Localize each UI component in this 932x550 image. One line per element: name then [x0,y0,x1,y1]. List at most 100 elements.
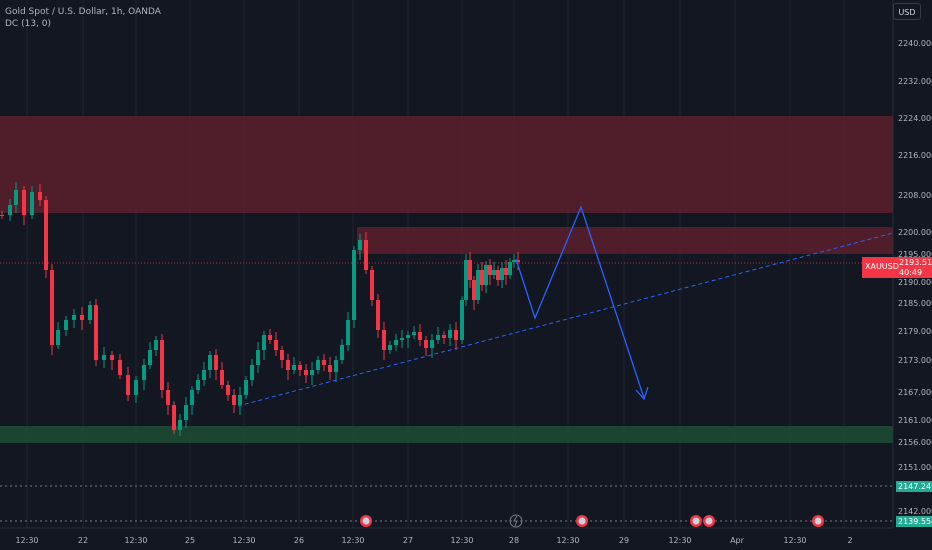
candle-body [406,335,410,338]
projection-path[interactable] [515,205,645,399]
time-label: 2 [847,536,852,545]
candle-body [388,345,392,350]
time-label: 29 [619,536,629,545]
candle-body [0,215,4,216]
price-tag-value: 2193.510 [899,258,932,267]
candle-body [512,260,516,262]
time-label: 12:30 [668,536,691,545]
candle-body [472,280,476,300]
candle-body [488,265,492,275]
candle-body [102,355,106,360]
candle-body [64,320,68,330]
time-label: 22 [78,536,88,545]
candle-body [226,385,230,395]
projection-arrowhead [635,386,649,401]
event-flag-icon[interactable] [703,515,715,527]
candle-body [72,315,76,320]
demand-zone[interactable] [0,426,893,443]
candle-body [110,355,114,360]
current-price-tag: XAUUSD 2193.510 40:49 [862,257,932,278]
price-axis[interactable]: 2240.000 2232.000 2224.000 2216.000 2208… [898,39,932,516]
price-label-upper: 2147.247 [896,481,932,492]
price-tick: 2200.000 [898,228,932,237]
candle-body [262,335,266,350]
candle-body [382,330,386,350]
candle-body [142,365,146,380]
price-tick: 2156.000 [898,438,932,447]
candle-body [436,335,440,340]
supply-zone-lower[interactable] [357,227,893,254]
symbol-title[interactable]: Gold Spot / U.S. Dollar, 1h, OANDA [5,7,161,17]
candle-body [88,305,92,320]
time-label: 26 [294,536,304,545]
candle-body [418,332,422,340]
time-label: 12:30 [450,536,473,545]
price-label-lower: 2139.554 [896,516,932,527]
event-flag-icon[interactable] [690,515,702,527]
candle-body [56,330,60,345]
candle-body [400,338,404,340]
price-tick: 2216.000 [898,151,932,160]
candle-body [370,270,374,300]
currency-button[interactable]: USD [893,3,921,20]
candle-body [274,340,278,350]
candle-body [496,270,500,280]
candle-body [394,340,398,345]
price-tick: 2240.000 [898,39,932,48]
candle-body [430,340,434,348]
indicator-label[interactable]: DC (13, 0) [5,19,51,29]
candle-body [256,350,260,365]
candle-body [504,268,508,275]
event-flag-icon[interactable] [360,515,372,527]
price-tick: 2185.000 [898,299,932,308]
chart-legend[interactable]: Gold Spot / U.S. Dollar, 1h, OANDA DC (1… [5,6,161,30]
candle-body [166,390,170,405]
price-tick: 2167.000 [898,388,932,397]
candle-body [346,320,350,345]
candle-body [268,335,272,340]
candle-body [322,360,326,365]
candle-body [244,380,248,395]
candle-body [126,375,130,395]
candle-body [94,305,98,360]
time-label: 12:30 [783,536,806,545]
candle-body [44,200,48,270]
price-tag-countdown: 40:49 [899,268,923,277]
time-label: 12:30 [556,536,579,545]
candle-body [250,365,254,380]
candle-body [50,270,54,345]
candle-body [508,262,512,275]
supply-zone-upper[interactable] [0,116,893,213]
candle-body [30,192,34,215]
candle-body [202,370,206,380]
candle-body [464,260,468,300]
candle-body [484,265,488,285]
candle-body [118,360,122,375]
time-label: 12:30 [341,536,364,545]
candle-body [310,370,314,375]
lightning-icon[interactable] [509,514,523,528]
candle-body [232,395,236,405]
event-flag-icon[interactable] [576,515,588,527]
candle-body [196,380,200,390]
candle-body [364,240,368,270]
candle-body [516,260,520,262]
candle-body [184,405,188,420]
price-tick: 2224.000 [898,114,932,123]
candle-body [154,340,158,350]
candlesticks[interactable] [0,182,520,436]
time-axis[interactable]: 12:30 22 12:30 25 12:30 26 12:30 27 12:3… [15,536,852,545]
candle-body [460,300,464,340]
trendline[interactable] [237,232,894,407]
candle-body [292,365,296,370]
candle-body [352,250,356,320]
event-flag-icon[interactable] [812,515,824,527]
candle-body [220,370,224,385]
candle-body [316,360,320,370]
price-tick: 2179.000 [898,327,932,336]
price-tick: 2232.000 [898,77,932,86]
candle-body [208,355,212,370]
candle-body [492,270,496,275]
candle-body [468,260,472,280]
